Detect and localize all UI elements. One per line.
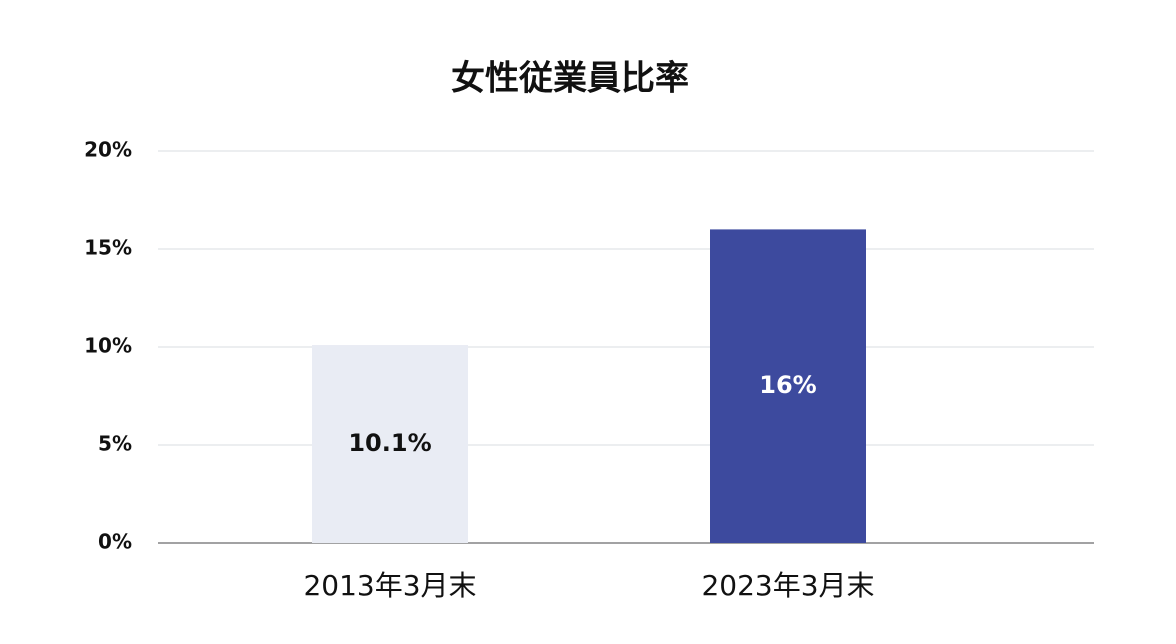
value-label: 16% [759, 371, 816, 399]
y-tick-label: 15% [84, 236, 132, 260]
y-tick-label: 5% [98, 432, 132, 456]
bar [710, 229, 866, 543]
y-tick-label: 0% [98, 530, 132, 554]
y-tick-label: 10% [84, 334, 132, 358]
bar [312, 345, 468, 543]
x-tick-label: 2013年3月末 [303, 569, 476, 602]
value-label: 10.1% [348, 429, 431, 457]
y-tick-label: 20% [84, 138, 132, 162]
x-tick-label: 2023年3月末 [701, 569, 874, 602]
chart-title: 女性従業員比率 [451, 59, 689, 99]
